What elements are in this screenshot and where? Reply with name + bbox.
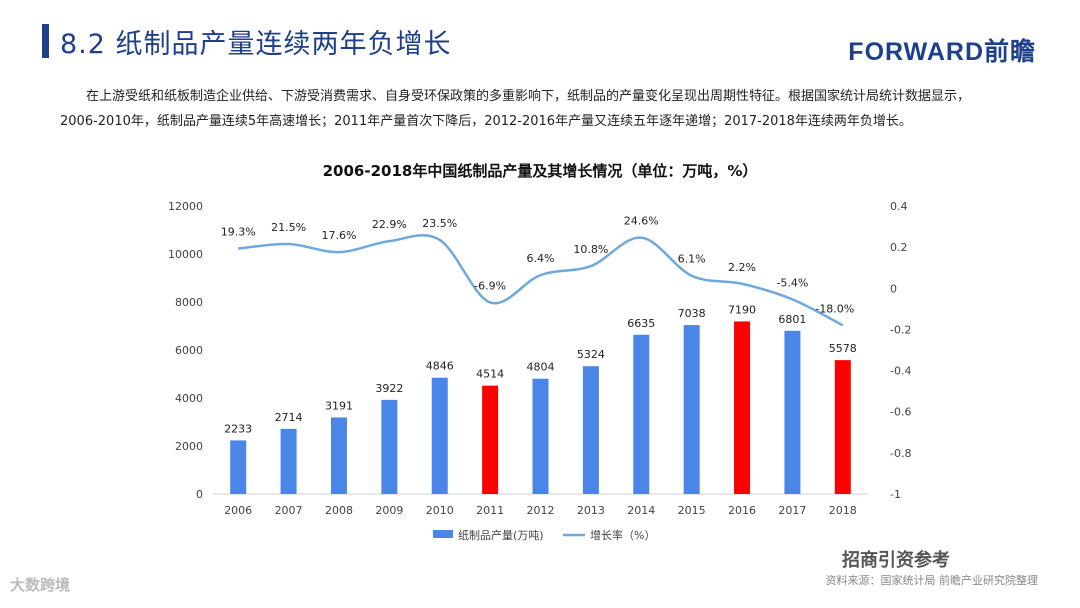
- x-tick-label: 2010: [426, 504, 454, 517]
- y-right-tick-label: -0.6: [890, 406, 911, 419]
- bar-2010: [431, 377, 448, 494]
- y-right-tick-label: 0.4: [890, 200, 908, 213]
- chart-title: 2006-2018年中国纸制品产量及其增长情况（单位：万吨，%）: [322, 162, 758, 180]
- bar-2006: [230, 440, 247, 494]
- bar-value-label: 5324: [577, 348, 605, 361]
- title-accent-bar: [42, 24, 49, 58]
- growth-rate-label: 6.4%: [527, 252, 555, 265]
- bar-value-label: 3922: [375, 382, 403, 395]
- bar-value-label: 4514: [476, 368, 504, 381]
- watermark-left: 大数跨境: [10, 576, 71, 594]
- x-tick-label: 2007: [275, 504, 303, 517]
- growth-rate-label: 23.5%: [422, 217, 457, 230]
- bar-value-label: 7190: [728, 303, 756, 316]
- growth-rate-label: -6.9%: [474, 279, 506, 292]
- growth-rate-label: 21.5%: [271, 221, 306, 234]
- y-left-tick-label: 6000: [175, 344, 203, 357]
- brand-logo: FORWARD前瞻: [848, 38, 1036, 66]
- growth-rate-label: 17.6%: [321, 229, 356, 242]
- y-left-tick-label: 10000: [168, 248, 203, 261]
- watermark-right: 招商引资参考: [842, 550, 950, 571]
- bar-value-label: 5578: [829, 342, 857, 355]
- bar-2008: [330, 417, 347, 494]
- y-right-tick-label: -1: [890, 488, 901, 501]
- source-note: 资料来源：国家统计局 前瞻产业研究院整理: [825, 574, 1039, 587]
- growth-rate-label: 24.6%: [624, 215, 659, 228]
- bar-2013: [582, 366, 599, 494]
- bar-2018: [834, 360, 851, 494]
- x-tick-label: 2018: [829, 504, 857, 517]
- x-tick-label: 2006: [224, 504, 252, 517]
- bar-2007: [280, 428, 297, 494]
- x-tick-label: 2017: [778, 504, 806, 517]
- y-right-tick-label: 0: [890, 282, 897, 295]
- growth-rate-label: 22.9%: [372, 218, 407, 231]
- x-tick-label: 2013: [577, 504, 605, 517]
- y-left-tick-label: 2000: [175, 440, 203, 453]
- bar-2012: [532, 378, 549, 494]
- x-tick-label: 2016: [728, 504, 756, 517]
- bar-2009: [381, 399, 398, 494]
- y-right-tick-label: -0.4: [890, 365, 911, 378]
- growth-rate-line: [238, 234, 844, 327]
- y-right-tick-label: -0.2: [890, 323, 911, 336]
- bar-value-label: 4846: [426, 360, 454, 373]
- growth-rate-label: 10.8%: [573, 243, 608, 256]
- legend-line-label: 增长率（%）: [590, 528, 655, 542]
- bar-2017: [784, 330, 801, 494]
- bar-value-label: 2714: [275, 411, 303, 424]
- growth-rate-label: 6.1%: [678, 253, 706, 266]
- x-tick-label: 2011: [476, 504, 504, 517]
- y-left-tick-label: 8000: [175, 296, 203, 309]
- y-right-tick-label: -0.8: [890, 447, 911, 460]
- y-left-tick-label: 4000: [175, 392, 203, 405]
- growth-rate-label: 2.2%: [728, 261, 756, 274]
- x-tick-label: 2015: [678, 504, 706, 517]
- bar-value-label: 7038: [678, 307, 706, 320]
- y-left-tick-label: 0: [196, 488, 203, 501]
- growth-rate-label: -5.4%: [776, 276, 808, 289]
- bar-2015: [683, 325, 700, 494]
- bar-value-label: 2233: [224, 422, 252, 435]
- intro-line-2: 2006-2010年，纸制品产量连续5年高速增长；2011年产量首次下降后，20…: [60, 114, 912, 129]
- page-title: 8.2 纸制品产量连续两年负增长: [60, 29, 452, 60]
- y-right-tick-label: 0.2: [890, 241, 908, 254]
- bar-value-label: 6801: [778, 313, 806, 326]
- x-tick-label: 2008: [325, 504, 353, 517]
- legend-bar-label: 纸制品产量(万吨): [458, 528, 544, 542]
- bar-2016: [734, 321, 751, 494]
- y-left-tick-label: 12000: [168, 200, 203, 213]
- intro-line-1: 在上游受纸和纸板制造企业供给、下游受消费需求、自身受环保政策的多重影响下，纸制品…: [86, 89, 971, 104]
- growth-rate-label: -18.0%: [815, 302, 854, 315]
- growth-rate-label: 19.3%: [221, 226, 256, 239]
- x-tick-label: 2012: [527, 504, 555, 517]
- intro-paragraph: 在上游受纸和纸板制造企业供给、下游受消费需求、自身受环保政策的多重影响下，纸制品…: [60, 84, 1040, 134]
- legend-bar-swatch: [433, 530, 453, 538]
- x-tick-label: 2014: [627, 504, 655, 517]
- x-tick-label: 2009: [375, 504, 403, 517]
- bar-2014: [633, 334, 650, 494]
- bar-2011: [482, 385, 499, 494]
- bar-value-label: 6635: [627, 317, 655, 330]
- bar-value-label: 3191: [325, 399, 353, 412]
- bar-value-label: 4804: [527, 361, 555, 374]
